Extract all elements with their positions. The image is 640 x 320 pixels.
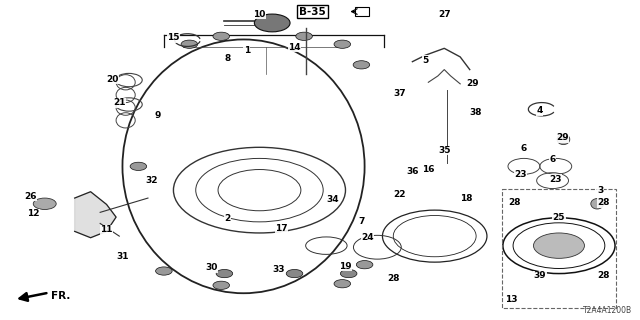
Text: 16: 16 [422, 165, 435, 174]
Text: 6: 6 [550, 156, 556, 164]
Text: 5: 5 [422, 56, 428, 65]
Text: 29: 29 [467, 79, 479, 88]
Text: 14: 14 [288, 43, 301, 52]
Text: 24: 24 [362, 233, 374, 242]
Ellipse shape [591, 198, 604, 209]
Circle shape [181, 40, 198, 48]
Text: 18: 18 [460, 194, 473, 203]
Circle shape [356, 260, 373, 269]
Text: 28: 28 [508, 198, 520, 207]
Circle shape [353, 61, 370, 69]
Text: 36: 36 [406, 167, 419, 176]
Text: FR.: FR. [51, 291, 70, 301]
Text: 15: 15 [167, 33, 180, 42]
Text: 13: 13 [505, 295, 517, 304]
Text: 33: 33 [273, 265, 285, 274]
Circle shape [340, 269, 357, 278]
Text: 7: 7 [358, 217, 365, 226]
Circle shape [334, 280, 351, 288]
Circle shape [334, 40, 351, 48]
Text: 12: 12 [27, 209, 40, 219]
Text: 25: 25 [553, 212, 565, 221]
Text: 35: 35 [438, 146, 451, 155]
Text: 32: 32 [145, 176, 157, 185]
Text: 2: 2 [225, 214, 231, 223]
Circle shape [254, 14, 290, 32]
Text: 23: 23 [550, 174, 562, 184]
Text: 28: 28 [387, 275, 399, 284]
Text: 8: 8 [225, 54, 231, 63]
Text: 38: 38 [470, 108, 483, 117]
Text: 1: 1 [244, 46, 250, 55]
Text: 3: 3 [597, 186, 604, 195]
Circle shape [33, 198, 56, 210]
Circle shape [286, 269, 303, 278]
Circle shape [213, 281, 230, 289]
Circle shape [130, 162, 147, 171]
Text: 30: 30 [205, 263, 218, 272]
Text: B-35: B-35 [299, 6, 326, 17]
Text: 9: 9 [154, 111, 161, 120]
Text: 27: 27 [438, 10, 451, 19]
Text: 10: 10 [253, 10, 266, 19]
Text: 34: 34 [326, 195, 339, 204]
Text: 22: 22 [394, 190, 406, 199]
Text: 28: 28 [597, 271, 610, 280]
Circle shape [216, 269, 233, 278]
Text: T2A4A1200B: T2A4A1200B [583, 306, 632, 315]
Text: 28: 28 [597, 198, 610, 207]
Text: 19: 19 [339, 262, 352, 271]
Circle shape [296, 32, 312, 40]
Circle shape [213, 32, 230, 40]
Text: 6: 6 [521, 144, 527, 153]
Text: 26: 26 [24, 192, 36, 201]
Text: 31: 31 [116, 252, 129, 261]
Circle shape [534, 233, 584, 258]
Ellipse shape [557, 134, 570, 145]
Text: 39: 39 [534, 271, 546, 280]
Polygon shape [75, 192, 116, 238]
Text: 4: 4 [537, 106, 543, 115]
Text: 17: 17 [275, 224, 288, 233]
Text: 11: 11 [100, 225, 113, 234]
Text: 21: 21 [113, 99, 125, 108]
Text: 23: 23 [515, 170, 527, 179]
Circle shape [156, 267, 172, 275]
Text: 29: 29 [556, 133, 568, 142]
Text: 37: 37 [394, 89, 406, 98]
Text: 20: 20 [107, 75, 119, 84]
